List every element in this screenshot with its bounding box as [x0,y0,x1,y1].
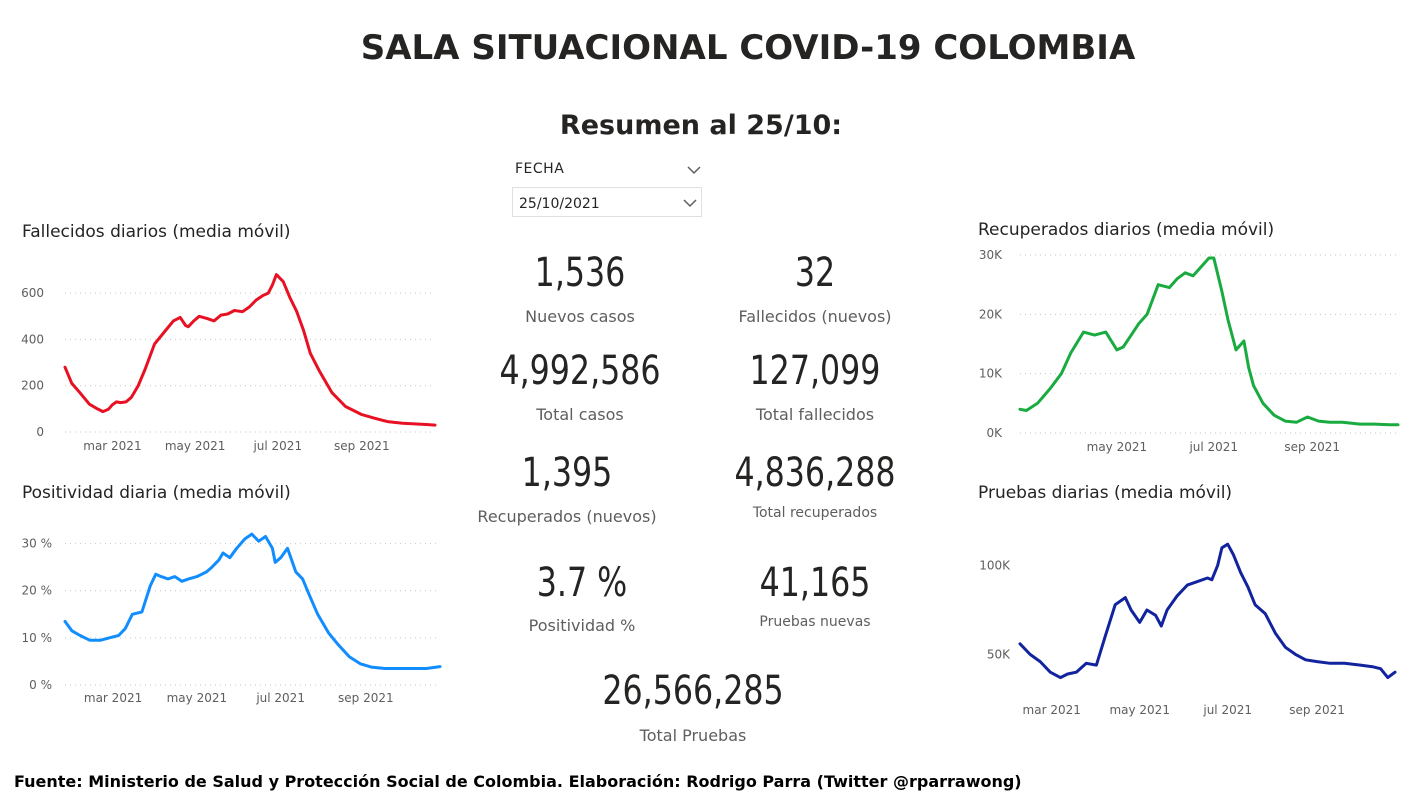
chevron-down-icon[interactable] [680,193,700,213]
kpi-recuperados-nuevos-label: Recuperados (nuevos) [477,507,657,526]
y-tick-label: 600 [21,286,44,300]
chart-title-pruebas: Pruebas diarias (media móvil) [978,483,1233,503]
kpi-pruebas-nuevas-label: Pruebas nuevas [759,614,871,630]
y-tick-label: 0K [986,426,1003,440]
page-subtitle: Resumen al 25/10: [559,110,843,141]
x-tick-label: sep 2021 [334,439,390,453]
kpi-total-pruebas-value: 26,566,285 [602,668,784,714]
x-tick-label: may 2021 [165,439,226,453]
source-footer: Fuente: Ministerio de Salud y Protección… [14,772,1022,791]
y-tick-label: 30K [979,248,1003,262]
kpi-pruebas-nuevas-value: 41,165 [759,560,871,606]
y-tick-label: 10K [979,367,1003,381]
x-tick-label: sep 2021 [338,691,394,705]
kpi-total-fallecidos-value: 127,099 [749,348,881,394]
y-tick-label: 0 [36,425,44,439]
kpi-total-fallecidos-label: Total fallecidos [755,405,875,424]
kpi-total-casos-value: 4,992,586 [499,348,661,394]
positividad-line-chart: 0 % 10 % 20 % 30 % mar 2021 may 2021 jul 2021 s… [22,532,442,705]
kpi-nuevos-casos-value: 1,536 [534,250,626,296]
x-tick-label: sep 2021 [1284,440,1340,454]
x-tick-label: jul 2021 [255,691,305,705]
y-tick-label: 20 % [22,584,53,598]
y-tick-label: 10 % [22,631,53,645]
x-tick-label: sep 2021 [1289,703,1345,717]
fecha-dropdown-value[interactable]: 25/10/2021 [519,196,600,212]
x-tick-label: mar 2021 [83,439,141,453]
series-line [63,532,442,670]
fecha-slicer-label: FECHA [515,161,565,177]
y-tick-label: 200 [21,379,44,393]
fecha-dropdown[interactable] [512,187,702,217]
x-tick-label: may 2021 [1087,440,1148,454]
y-tick-label: 50K [987,647,1011,661]
x-tick-label: jul 2021 [1202,703,1252,717]
kpi-total-recuperados-label: Total recuperados [752,505,878,521]
kpi-positividad-value: 3.7 % [536,560,628,606]
kpi-total-recuperados-value: 4,836,288 [734,450,896,496]
fallecidos-line-chart: 0 200 400 600 mar 2021 may 2021 jul 2021 sep 20… [21,273,437,453]
kpi-total-pruebas-label: Total Pruebas [639,726,747,745]
series-line [63,273,437,427]
recuperados-line-chart: 0K 10K 20K 30K may 2021 jul 2021 sep 2021 [979,248,1400,454]
page-title: SALA SITUACIONAL COVID-19 COLOMBIA [360,28,1136,68]
pruebas-line-chart: 50K 100K mar 2021 may 2021 jul 2021 sep 2021 [979,542,1397,717]
kpi-recuperados-nuevos-value: 1,395 [521,450,613,496]
kpi-fallecidos-nuevos-value: 32 [794,250,836,296]
y-tick-label: 100K [979,559,1011,573]
y-tick-label: 0 % [29,678,52,692]
series-line [1018,542,1397,680]
kpi-fallecidos-nuevos-label: Fallecidos (nuevos) [738,307,892,326]
x-tick-label: jul 2021 [1188,440,1238,454]
y-tick-label: 30 % [22,537,53,551]
x-tick-label: mar 2021 [1023,703,1081,717]
chart-title-recuperados: Recuperados diarios (media móvil) [978,220,1275,240]
x-tick-label: mar 2021 [84,691,142,705]
chevron-down-icon[interactable] [684,160,704,180]
series-line [1018,256,1400,427]
chart-title-positividad: Positividad diaria (media móvil) [22,483,291,503]
y-tick-label: 400 [21,332,44,346]
kpi-total-casos-label: Total casos [536,405,624,424]
kpi-nuevos-casos-label: Nuevos casos [525,307,635,326]
kpi-positividad-label: Positividad % [528,616,636,635]
x-tick-label: may 2021 [167,691,228,705]
x-tick-label: may 2021 [1109,703,1170,717]
chart-title-fallecidos: Fallecidos diarios (media móvil) [22,222,291,242]
x-tick-label: jul 2021 [252,439,302,453]
y-tick-label: 20K [979,307,1003,321]
